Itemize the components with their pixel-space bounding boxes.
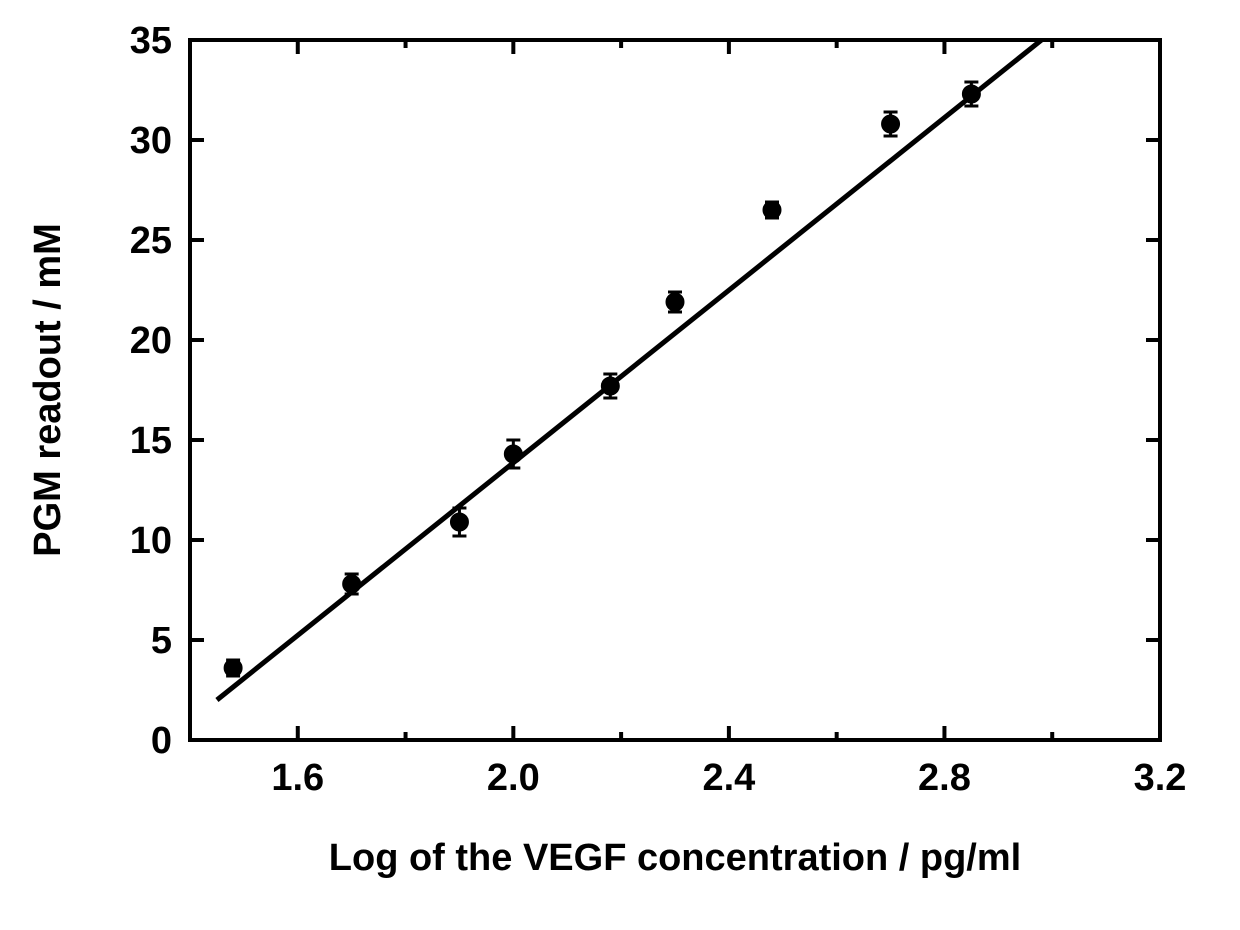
y-tick-label: 0 <box>151 720 172 762</box>
y-tick-label: 25 <box>130 220 172 262</box>
data-point <box>450 513 468 531</box>
y-tick-label: 10 <box>130 520 172 562</box>
scatter-chart: 1.6 2.0 2.4 2.8 3.2 0 5 10 15 20 25 30 35 Log of the … <box>0 0 1240 930</box>
x-tick-label: 3.2 <box>1134 757 1187 799</box>
y-axis-label: PGM readout / mM <box>27 223 69 557</box>
x-tick-label: 2.8 <box>918 757 971 799</box>
data-point <box>224 659 242 677</box>
x-tick-label: 1.6 <box>271 757 324 799</box>
data-point <box>763 201 781 219</box>
data-point <box>343 575 361 593</box>
data-point <box>504 445 522 463</box>
y-tick-label: 20 <box>130 320 172 362</box>
x-tick-label: 2.0 <box>487 757 540 799</box>
x-axis-label: Log of the VEGF concentration / pg/ml <box>329 837 1021 879</box>
data-point <box>882 115 900 133</box>
y-tick-label: 15 <box>130 420 172 462</box>
x-tick-label: 2.4 <box>702 757 755 799</box>
data-point <box>962 85 980 103</box>
data-point <box>666 293 684 311</box>
y-tick-label: 35 <box>130 20 172 62</box>
chart-svg: 1.6 2.0 2.4 2.8 3.2 0 5 10 15 20 25 30 35 Log of the … <box>0 0 1240 930</box>
data-point <box>601 377 619 395</box>
y-tick-label: 5 <box>151 620 172 662</box>
y-tick-label: 30 <box>130 120 172 162</box>
